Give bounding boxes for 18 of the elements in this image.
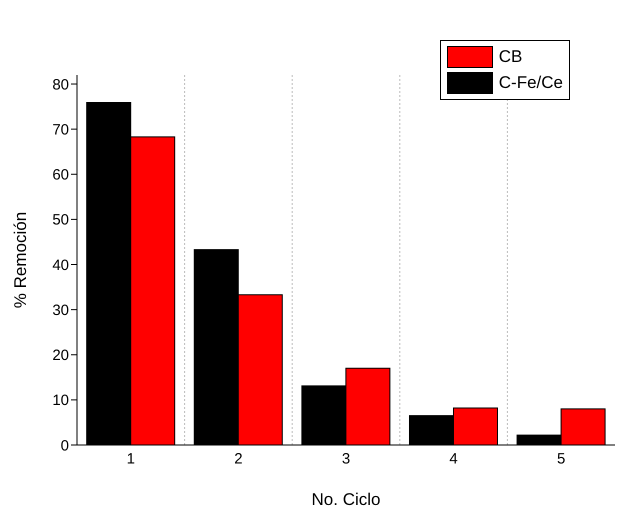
y-tick-label: 10	[52, 392, 69, 410]
x-tick-label: 2	[234, 450, 243, 468]
y-tick-label: 20	[52, 347, 69, 364]
y-axis-title: % Remoción	[11, 212, 30, 308]
y-tick-label: 40	[52, 256, 69, 274]
x-axis-title: No. Ciclo	[312, 490, 380, 509]
x-tick-label: 4	[449, 450, 458, 468]
y-tick-label: 50	[52, 212, 69, 229]
legend-label: CB	[498, 47, 522, 67]
x-tick-label: 3	[342, 450, 350, 468]
x-tick-label: 5	[557, 450, 566, 468]
y-tick-label: 0	[60, 437, 69, 454]
y-tick-label: 30	[52, 302, 69, 319]
y-tick-label: 80	[52, 76, 69, 94]
legend-label: C-Fe/Ce	[498, 73, 563, 93]
y-tick-label: 60	[52, 166, 69, 184]
x-tick-label: 1	[126, 450, 135, 468]
y-tick-label: 70	[52, 121, 69, 138]
